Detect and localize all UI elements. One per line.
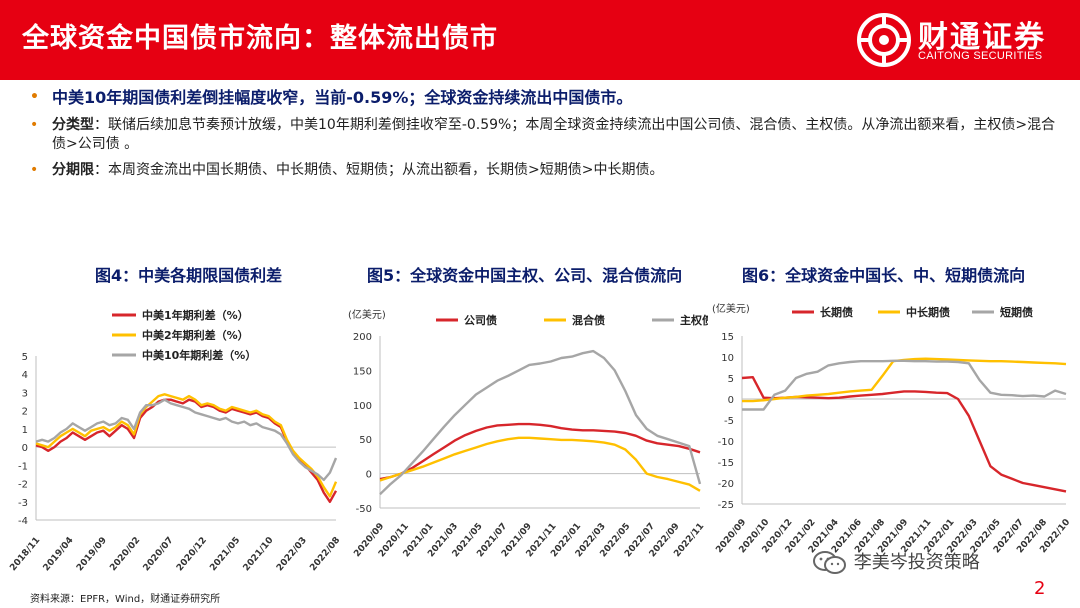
x-tick-label: 2019/04 xyxy=(42,536,76,574)
y-tick-label: 10 xyxy=(721,353,734,364)
bullet-summary: • 中美10年期国债利差倒挂幅度收窄，当前-0.59%；全球资金持续流出中国债市… xyxy=(30,88,1060,107)
bullet-dot-icon: • xyxy=(30,162,39,178)
legend-label: 公司债 xyxy=(464,313,497,327)
chart-type-flow: -500501001502002020/092020/112021/012021… xyxy=(348,308,708,559)
y-tick-label: 4 xyxy=(22,370,28,381)
y-tick-label: -4 xyxy=(18,516,28,527)
y-tick-label: -25 xyxy=(718,500,734,511)
legend-label: 中长期债 xyxy=(906,305,950,319)
legend-label: 短期债 xyxy=(1000,305,1033,319)
bullet-list: • 中美10年期国债利差倒挂幅度收窄，当前-0.59%；全球资金持续流出中国债市… xyxy=(30,88,1060,187)
bullet-text: ：本周资金流出中国长期债、中长期债、短期债；从流出额看，长期债>短期债>中长期债… xyxy=(94,162,664,178)
legend-label: 中美10年期利差（%） xyxy=(142,348,256,362)
bullet-by-term: • 分期限：本周资金流出中国长期债、中长期债、短期债；从流出额看，长期债>短期债… xyxy=(30,161,1060,180)
y-tick-label: 0 xyxy=(22,443,28,454)
bullet-label: 分类型 xyxy=(52,117,94,133)
y-tick-label: 200 xyxy=(353,332,372,343)
y-tick-label: 50 xyxy=(359,435,372,446)
y-tick-label: 15 xyxy=(721,332,734,343)
y-tick-label: -50 xyxy=(356,504,372,515)
x-tick-label: 2020/12 xyxy=(175,536,209,574)
header-bar: 全球资金中国债市流向：整体流出债市 财通证券 CAITONG SECURITIE… xyxy=(0,0,1080,80)
bullet-text: ：联储后续加息节奏预计放缓，中美10年期利差倒挂收窄至-0.59%；本周全球资金… xyxy=(52,117,1056,152)
chart-title-term-flow: 图6：全球资金中国长、中、短期债流向 xyxy=(742,266,1026,285)
source-note: 资料来源：EPFR，Wind，财通证券研究所 xyxy=(30,594,221,605)
bullet-dot-icon: • xyxy=(30,89,39,105)
legend-label: 中美2年期利差（%） xyxy=(142,328,249,342)
x-tick-label: 2022/08 xyxy=(308,536,342,574)
bullet-by-type: • 分类型：联储后续加息节奏预计放缓，中美10年期利差倒挂收窄至-0.59%；本… xyxy=(30,116,1060,154)
y-tick-label: -10 xyxy=(718,437,734,448)
y-tick-label: 0 xyxy=(728,395,734,406)
series-line xyxy=(379,422,701,481)
brand-logo: 财通证券 CAITONG SECURITIES xyxy=(856,10,1066,72)
bullet-dot-icon: • xyxy=(30,117,39,133)
unit-label: (亿美元) xyxy=(348,308,386,321)
y-tick-label: 100 xyxy=(353,401,372,412)
x-tick-label: 2021/10 xyxy=(242,536,276,574)
wechat-watermark: 李美岑投资策略 xyxy=(812,548,980,576)
logo-english-name: CAITONG SECURITIES xyxy=(918,50,1043,62)
x-tick-label: 2020/07 xyxy=(142,536,176,574)
legend-label: 长期债 xyxy=(820,305,853,319)
y-tick-label: 1 xyxy=(22,425,28,436)
legend-label: 主权债 xyxy=(680,313,708,327)
y-tick-label: -15 xyxy=(718,458,734,469)
x-tick-label: 2022/03 xyxy=(275,536,309,574)
chart-title-type-flow: 图5：全球资金中国主权、公司、混合债流向 xyxy=(367,266,683,285)
x-tick-label: 2018/11 xyxy=(8,536,42,574)
page-title: 全球资金中国债市流向：整体流出债市 xyxy=(22,23,498,54)
y-tick-label: -1 xyxy=(18,461,28,472)
series-line xyxy=(35,393,338,498)
x-tick-label: 2021/05 xyxy=(208,536,242,574)
series-line xyxy=(35,398,338,482)
y-tick-label: -20 xyxy=(718,479,734,490)
wechat-icon xyxy=(813,551,846,574)
series-line xyxy=(379,349,702,496)
y-tick-label: -3 xyxy=(18,498,28,509)
logo-chinese-name: 财通证券 xyxy=(918,20,1046,55)
x-tick-label: 2020/02 xyxy=(108,536,142,574)
y-tick-label: -5 xyxy=(724,416,734,427)
logo-mark-icon xyxy=(857,13,911,67)
y-tick-label: 3 xyxy=(22,388,28,399)
series-line xyxy=(742,359,1067,411)
chart-title-spread: 图4：中美各期限国债利差 xyxy=(95,266,283,285)
wechat-account-name: 李美岑投资策略 xyxy=(853,552,980,573)
y-tick-label: 2 xyxy=(22,407,28,418)
series-line xyxy=(379,436,701,492)
chart-term-flow: -25-20-15-10-50510152020/092020/102020/1… xyxy=(712,302,1072,555)
y-tick-label: 0 xyxy=(366,470,372,481)
page-number: 2 xyxy=(1034,578,1046,599)
y-tick-label: 5 xyxy=(22,352,28,363)
y-tick-label: -2 xyxy=(18,480,28,491)
legend-label: 中美1年期利差（%） xyxy=(142,308,249,322)
bullet-text: 中美10年期国债利差倒挂幅度收窄，当前-0.59%；全球资金持续流出中国债市。 xyxy=(52,88,633,107)
y-tick-label: 5 xyxy=(728,374,734,385)
bullet-label: 分期限 xyxy=(52,162,94,178)
y-tick-label: 150 xyxy=(353,366,372,377)
unit-label: (亿美元) xyxy=(712,302,750,315)
x-tick-label: 2019/09 xyxy=(75,536,109,574)
series-line xyxy=(741,376,1067,493)
legend-label: 混合债 xyxy=(572,313,605,327)
